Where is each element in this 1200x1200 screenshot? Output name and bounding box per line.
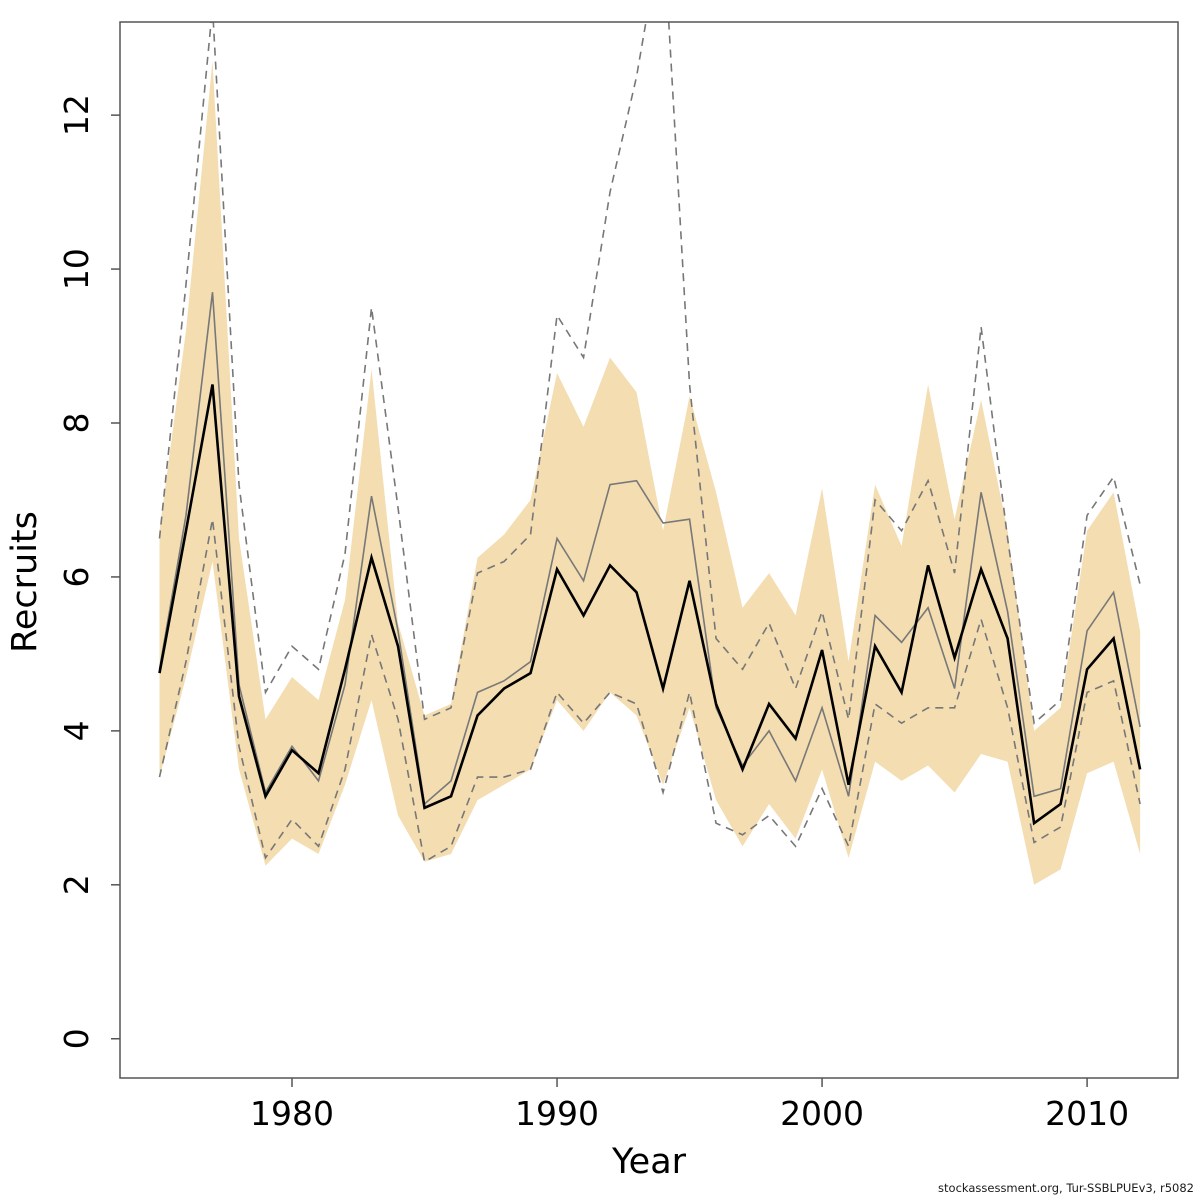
plot-border — [119, 21, 1179, 1079]
x-tick-label: 1990 — [515, 1094, 599, 1133]
reference-ci-upper-line — [158, 22, 1141, 725]
y-tick-label: 6 — [57, 566, 96, 587]
reference-run-line — [158, 292, 1141, 806]
y-tick-label: 8 — [57, 413, 96, 434]
recruits-estimate-line — [158, 384, 1142, 826]
y-tick-label: 4 — [57, 720, 96, 741]
y-tick-label: 2 — [57, 874, 96, 895]
x-tick-label: 2010 — [1045, 1094, 1129, 1133]
watermark: stockassessment.org, Tur-SSBLPUEv3, r508… — [938, 1181, 1194, 1195]
y-axis-title: Recruits — [5, 511, 45, 653]
y-tick-label: 0 — [57, 1028, 96, 1049]
axes: 0 2 4 6 8 10 12 1980 1990 2000 2010 — [57, 94, 1129, 1133]
x-tick-label: 2000 — [780, 1094, 864, 1133]
y-tick-label: 10 — [57, 248, 96, 290]
reference-ci-lower-line — [158, 519, 1141, 863]
x-tick-label: 1980 — [250, 1094, 334, 1133]
chart-layers — [158, 22, 1142, 885]
x-axis-title: Year — [611, 1142, 687, 1182]
y-tick-label: 12 — [57, 94, 96, 136]
